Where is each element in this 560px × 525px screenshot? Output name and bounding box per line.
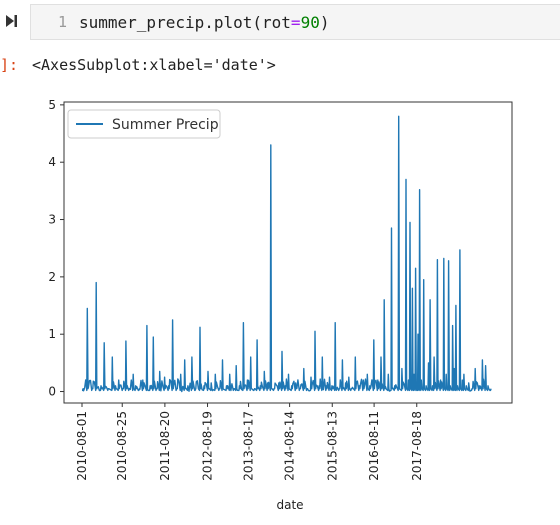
x-tick-label: 2014-08-14 (283, 411, 297, 481)
x-tick-label: 2016-08-11 (367, 411, 381, 481)
code-line[interactable]: summer_precip.plot(rot = 90) (79, 5, 329, 39)
legend-label: Summer Precip (112, 117, 219, 133)
chart-ticks: 0 1 2 3 4 5 2010-08-01 2010-08-25 2011-08-20 2012… (48, 98, 423, 481)
y-tick-label: 4 (48, 155, 56, 169)
run-cell-button[interactable] (0, 6, 22, 36)
play-icon (6, 15, 17, 27)
series-line-summer-precip (81, 115, 492, 393)
x-axis-label: date (276, 498, 303, 512)
x-tick-label: 2010-08-01 (75, 411, 89, 481)
code-number: 90 (300, 12, 320, 32)
output-prompt: ]: (0, 56, 19, 74)
legend-box (67, 109, 221, 139)
x-tick-label: 2013-08-17 (242, 411, 256, 481)
output-repr: <AxesSubplot:xlabel='date'> (32, 56, 276, 74)
legend: Summer Precip (67, 109, 221, 139)
code-call: summer_precip.plot(rot (79, 12, 291, 32)
y-tick-label: 1 (48, 327, 56, 341)
code-close-paren: ) (319, 12, 330, 32)
x-tick-label: 2017-08-18 (410, 411, 424, 481)
y-tick-label: 5 (48, 98, 56, 112)
y-tick-label: 3 (48, 213, 56, 227)
axes-frame (63, 101, 513, 404)
line-number: 1 (57, 13, 67, 31)
x-tick-label: 2010-08-25 (115, 411, 129, 481)
y-tick-label: 2 (48, 270, 56, 284)
code-input-area[interactable]: 1 summer_precip.plot(rot = 90) (30, 4, 560, 40)
x-tick-label: 2012-08-19 (201, 411, 215, 481)
x-tick-label: 2011-08-20 (158, 411, 172, 481)
code-operator: = (290, 12, 301, 32)
x-tick-label: 2015-08-13 (325, 411, 339, 481)
y-tick-label: 0 (48, 385, 56, 399)
